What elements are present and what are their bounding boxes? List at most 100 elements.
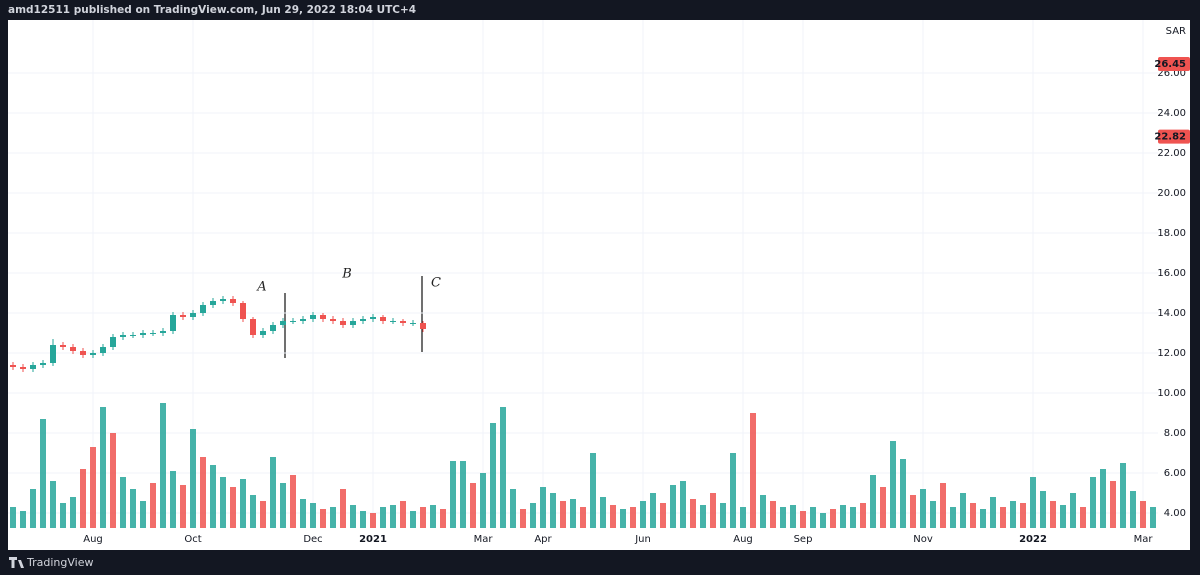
volume-bar	[120, 477, 126, 528]
candle-body	[310, 315, 316, 319]
volume-bar	[1030, 477, 1036, 528]
volume-bar	[840, 505, 846, 528]
x-tick-label: Apr	[534, 534, 552, 545]
volume-bar	[1090, 477, 1096, 528]
candle-body	[10, 365, 16, 367]
volume-bar	[530, 503, 536, 528]
volume-bar	[250, 495, 256, 528]
candle-body	[50, 345, 56, 363]
currency-label: SAR	[1166, 26, 1186, 37]
candle-body	[320, 315, 326, 319]
volume-bar	[550, 493, 556, 528]
volume-bar	[190, 429, 196, 528]
candle-body	[40, 363, 46, 365]
candle-body	[190, 313, 196, 317]
volume-bar	[340, 489, 346, 528]
volume-bar	[460, 461, 466, 528]
x-tick-label: Aug	[733, 534, 753, 545]
candle-body	[70, 347, 76, 351]
volume-bar	[160, 403, 166, 528]
drawings	[284, 276, 423, 358]
candle-body	[180, 315, 186, 317]
x-tick-label: Jun	[634, 534, 651, 545]
volume-bar	[890, 441, 896, 528]
price-badge-label: 22.82	[1154, 132, 1186, 143]
volume-bar	[610, 505, 616, 528]
volume-bar	[300, 499, 306, 528]
volume-bar	[660, 503, 666, 528]
volume-bar	[310, 503, 316, 528]
volume-bar	[80, 469, 86, 528]
volume-bar	[950, 507, 956, 528]
volume-bar	[500, 407, 506, 528]
volume-bar	[630, 507, 636, 528]
volume-bar	[10, 507, 16, 528]
candle-body	[340, 321, 346, 325]
x-tick-label: Oct	[184, 534, 201, 545]
volume-bar	[470, 483, 476, 528]
x-tick-label: 2022	[1019, 534, 1047, 545]
volume-bar	[640, 501, 646, 528]
candle-body	[290, 321, 296, 322]
volume-bar	[1020, 503, 1026, 528]
volume-bar	[780, 507, 786, 528]
price-badge	[1158, 57, 1190, 71]
volume-bar	[620, 509, 626, 528]
candle-body	[250, 319, 256, 335]
publish-info: amd12511 published on TradingView.com, J…	[8, 4, 416, 16]
volume-bar	[350, 505, 356, 528]
volume-bar	[870, 475, 876, 528]
volume-bar	[320, 509, 326, 528]
volume-bar	[590, 453, 596, 528]
volume-bar	[900, 459, 906, 528]
volume-bar	[560, 501, 566, 528]
volume-bar	[650, 493, 656, 528]
candle-body	[200, 305, 206, 313]
y-tick-label: 4.00	[1164, 508, 1186, 519]
price-badge-label: 26.45	[1154, 59, 1186, 70]
volume-bar	[430, 505, 436, 528]
volume-bar	[20, 511, 26, 528]
candle-body	[410, 323, 416, 324]
candle-body	[160, 331, 166, 333]
volume-bar	[270, 457, 276, 528]
volume-bar	[130, 489, 136, 528]
volume-bar	[720, 503, 726, 528]
volume-bar	[1120, 463, 1126, 528]
volume-bar	[1070, 493, 1076, 528]
volume-bar	[710, 493, 716, 528]
candle-body	[20, 367, 26, 369]
y-tick-label: 20.00	[1157, 188, 1186, 199]
annotation: C	[431, 276, 441, 291]
volume-bar	[450, 461, 456, 528]
volume-bar	[880, 487, 886, 528]
volume-bar	[220, 477, 226, 528]
candle-body	[280, 321, 286, 325]
volume-bar	[410, 511, 416, 528]
y-tick-label: 22.00	[1157, 148, 1186, 159]
volume-bar	[260, 501, 266, 528]
volume-bar	[180, 485, 186, 528]
volume-bar	[230, 487, 236, 528]
annotation: A	[256, 280, 266, 295]
volume-bar	[1010, 501, 1016, 528]
candle-body	[330, 319, 336, 321]
volume-bar	[1150, 507, 1156, 528]
volume-bar	[520, 509, 526, 528]
volume-bar	[920, 489, 926, 528]
volume-bar	[670, 485, 676, 528]
grid	[8, 20, 1158, 528]
volume-bar	[1080, 507, 1086, 528]
volume-bar	[140, 501, 146, 528]
volume-bar	[510, 489, 516, 528]
volume-bar	[1000, 507, 1006, 528]
annotation: B	[341, 267, 352, 282]
brand-name: TradingView	[26, 556, 93, 569]
volume-bar	[280, 483, 286, 528]
volume-bar	[850, 507, 856, 528]
series	[10, 296, 1156, 528]
volume-bar	[400, 501, 406, 528]
chart-panel	[8, 20, 1190, 550]
candle-body	[390, 321, 396, 322]
